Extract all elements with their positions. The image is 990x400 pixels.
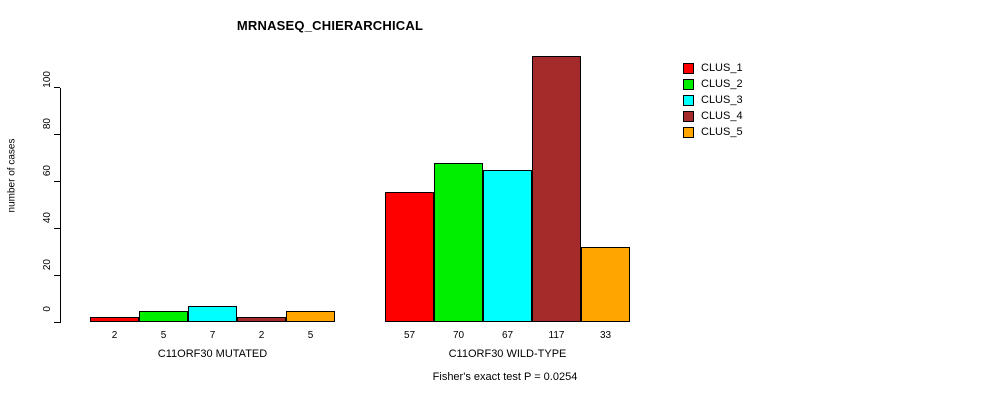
y-tick-label-text: 60 [42, 165, 53, 177]
bar-clus_4[interactable] [237, 317, 286, 322]
statistical-annotation: Fisher's exact test P = 0.0254 [432, 371, 578, 383]
y-tick-label: 100 [0, 71, 53, 88]
legend-swatch-icon [683, 62, 694, 74]
y-tick-label: 0 [0, 306, 53, 323]
bar-value-label: 70 [452, 330, 465, 341]
y-tick-label-text: 20 [42, 259, 53, 271]
legend-item-clus_3[interactable]: CLUS_3 [683, 92, 743, 108]
plot-area: number of cases 0 20 40 60 80 100 2 5 7 2 5 57 70 67… [0, 56, 630, 360]
legend-swatch-icon [683, 110, 694, 122]
bar-value-label: 33 [599, 330, 612, 341]
y-tick-label-text: 100 [42, 71, 53, 88]
bar-value-label: 5 [307, 330, 314, 341]
legend-item-clus_5[interactable]: CLUS_5 [683, 124, 743, 140]
bar-clus_1[interactable] [90, 317, 139, 322]
bar-value-label: 5 [160, 330, 167, 341]
legend-label: CLUS_3 [701, 94, 743, 106]
bar-clus_2[interactable] [434, 163, 483, 322]
bar-clus_2[interactable] [139, 311, 188, 322]
legend: CLUS_1 CLUS_2 CLUS_3 CLUS_4 CLUS_5 [683, 60, 743, 140]
y-tick-mark [54, 322, 60, 323]
y-axis-title: number of cases [6, 138, 18, 213]
bar-clus_4[interactable] [532, 56, 581, 322]
y-tick-label-text: 80 [42, 118, 53, 130]
bar-value-label: 2 [111, 330, 118, 341]
group-axis-label: C11ORF30 WILD-TYPE [448, 348, 567, 360]
legend-label: CLUS_1 [701, 62, 743, 74]
page-title: MRNASEQ_CHIERARCHICAL [236, 18, 424, 33]
y-tick-mark [54, 228, 60, 229]
group-axis-label: C11ORF30 MUTATED [157, 348, 268, 360]
bar-clus_5[interactable] [581, 247, 630, 322]
y-tick-mark [54, 275, 60, 276]
bar-value-label: 117 [548, 330, 565, 341]
y-tick-label: 60 [0, 165, 53, 182]
bar-value-label: 2 [258, 330, 265, 341]
bar-clus_1[interactable] [385, 192, 434, 322]
legend-swatch-icon [683, 126, 694, 138]
legend-swatch-icon [683, 78, 694, 90]
y-tick-label-text: 0 [42, 306, 53, 312]
y-tick-mark [54, 87, 60, 88]
y-tick-mark [54, 181, 60, 182]
bar-value-label: 7 [209, 330, 216, 341]
legend-item-clus_1[interactable]: CLUS_1 [683, 60, 743, 76]
legend-label: CLUS_5 [701, 126, 743, 138]
y-tick-label: 20 [0, 259, 53, 276]
y-tick-mark [54, 134, 60, 135]
bar-clus_3[interactable] [188, 306, 237, 322]
bar-clus_3[interactable] [483, 170, 532, 322]
y-axis-line [60, 88, 61, 323]
legend-swatch-icon [683, 94, 694, 106]
y-tick-label-text: 40 [42, 212, 53, 224]
y-tick-label: 80 [0, 118, 53, 135]
legend-item-clus_2[interactable]: CLUS_2 [683, 76, 743, 92]
legend-item-clus_4[interactable]: CLUS_4 [683, 108, 743, 124]
y-tick-label: 40 [0, 212, 53, 229]
bar-value-label: 67 [501, 330, 514, 341]
bar-clus_5[interactable] [286, 311, 335, 322]
bar-value-label: 57 [403, 330, 416, 341]
legend-label: CLUS_4 [701, 110, 743, 122]
legend-label: CLUS_2 [701, 78, 743, 90]
